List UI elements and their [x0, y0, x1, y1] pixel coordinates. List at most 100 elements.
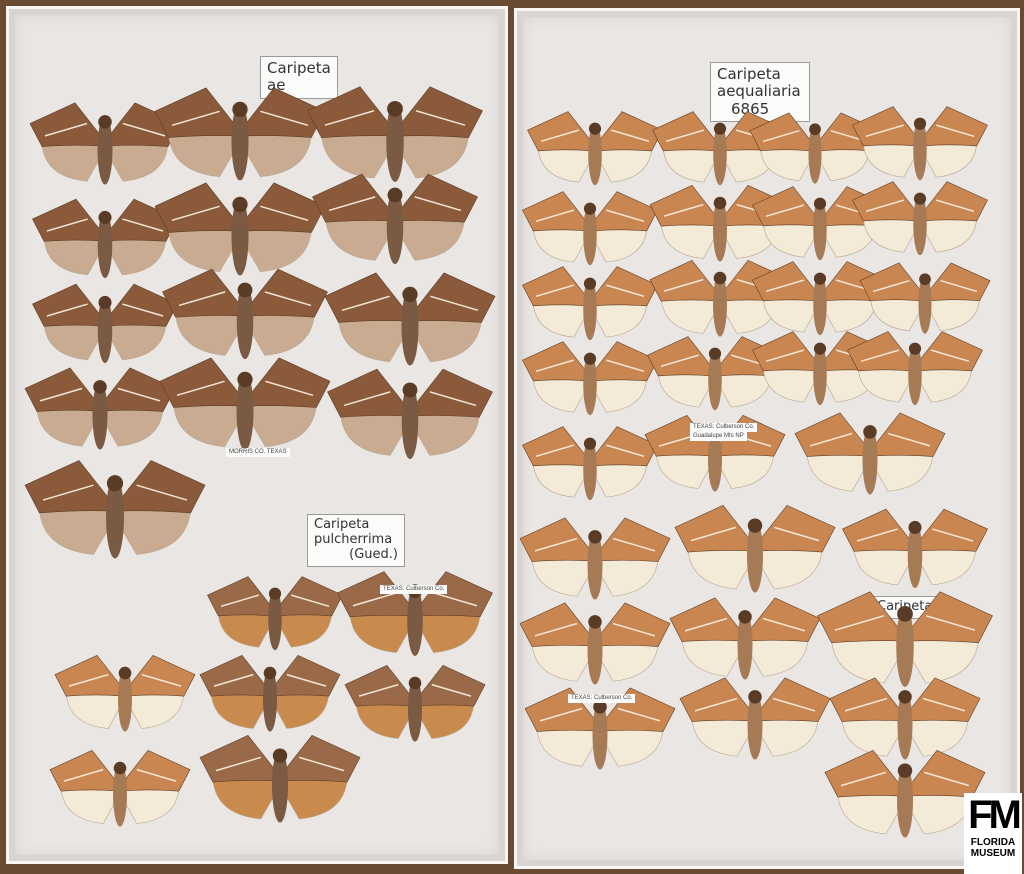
wing-band: [872, 279, 910, 293]
wing-band: [220, 594, 260, 608]
moth-specimen: [679, 677, 831, 760]
moth-body: [401, 382, 419, 460]
forewing: [243, 182, 326, 233]
moth-specimen: [312, 173, 478, 265]
hindwing: [43, 321, 102, 361]
hindwing: [870, 296, 922, 332]
hindwing: [173, 401, 242, 448]
moth-body: [588, 122, 602, 186]
hindwing: [908, 636, 979, 684]
moth-head: [583, 352, 597, 365]
hindwing: [273, 691, 330, 729]
moth-body: [97, 296, 113, 364]
wing-band: [765, 279, 805, 293]
wing-band: [298, 756, 345, 772]
wing-band: [887, 432, 931, 447]
forewing: [649, 184, 717, 227]
forewing: [752, 331, 817, 372]
moth-body: [747, 518, 763, 593]
hindwing: [243, 131, 312, 178]
wing-band: [834, 615, 885, 631]
hindwing: [857, 366, 912, 403]
wing-band: [663, 203, 704, 217]
forewing: [842, 508, 912, 552]
moth-head: [588, 122, 602, 135]
forewing: [159, 357, 242, 408]
moth-head: [813, 197, 827, 210]
wing-band: [68, 673, 109, 687]
moth-specimen: [794, 412, 946, 495]
hindwing: [355, 701, 412, 739]
forewing: [283, 735, 361, 783]
forewing: [29, 102, 102, 147]
hindwing: [837, 791, 902, 835]
forewing: [908, 677, 981, 722]
moth-head: [898, 690, 912, 704]
forewing: [824, 750, 902, 798]
moth-head: [747, 518, 763, 533]
moth-specimen: [842, 508, 988, 589]
moth-head: [913, 192, 927, 205]
moth-specimen: [24, 367, 176, 450]
moth-head: [908, 342, 922, 355]
hindwing: [691, 716, 752, 757]
forewing: [519, 517, 592, 562]
hindwing: [655, 451, 712, 489]
wing-band: [940, 279, 978, 293]
moth-head: [908, 520, 922, 534]
hindwing: [918, 366, 973, 403]
moth-head: [588, 615, 602, 629]
forewing: [758, 505, 836, 553]
forewing: [918, 508, 988, 552]
moth-body: [708, 426, 722, 492]
forewing: [522, 266, 587, 307]
moth-specimen: [337, 571, 493, 657]
locality-label: TEXAS: Culberson Co.: [568, 694, 636, 703]
forewing: [312, 173, 392, 223]
wing-band: [610, 129, 650, 143]
wing-band: [324, 110, 375, 126]
moth-body: [386, 101, 404, 182]
hindwing: [103, 406, 164, 447]
moth-body: [386, 187, 404, 265]
wing-band: [605, 284, 645, 298]
moth-head: [106, 475, 124, 492]
hindwing: [532, 301, 587, 338]
hindwing: [39, 506, 112, 555]
forewing: [908, 591, 993, 644]
moth-body: [408, 676, 422, 742]
label-line: (Gued.): [349, 546, 398, 562]
hindwing: [418, 611, 481, 653]
wing-band: [660, 354, 700, 368]
forewing: [647, 336, 712, 377]
moth-head: [113, 761, 127, 775]
hindwing: [531, 641, 592, 682]
hindwing: [862, 141, 917, 178]
moth-head: [263, 666, 277, 680]
forewing: [859, 262, 922, 302]
moth-head: [408, 676, 422, 690]
moth-body: [92, 380, 108, 450]
forewing: [32, 283, 102, 327]
wing-band: [414, 196, 462, 212]
moth-specimen: [519, 517, 671, 600]
forewing: [199, 735, 277, 783]
moth-head: [387, 100, 403, 117]
hindwing: [758, 716, 819, 757]
wing-band: [286, 673, 327, 687]
moth-specimen: [522, 341, 658, 416]
moth-head: [98, 115, 112, 129]
wing-band: [431, 683, 472, 697]
moth-body: [268, 587, 282, 651]
wing-band: [63, 768, 104, 782]
hindwing: [532, 376, 587, 413]
hindwing: [531, 556, 592, 597]
forewing: [908, 750, 986, 798]
forewing: [24, 367, 97, 412]
hindwing: [123, 786, 180, 824]
hindwing: [248, 401, 317, 448]
wing-band: [765, 204, 805, 218]
moth-head: [237, 282, 253, 298]
label-line: 6865: [731, 99, 770, 118]
wing-band: [535, 444, 575, 458]
